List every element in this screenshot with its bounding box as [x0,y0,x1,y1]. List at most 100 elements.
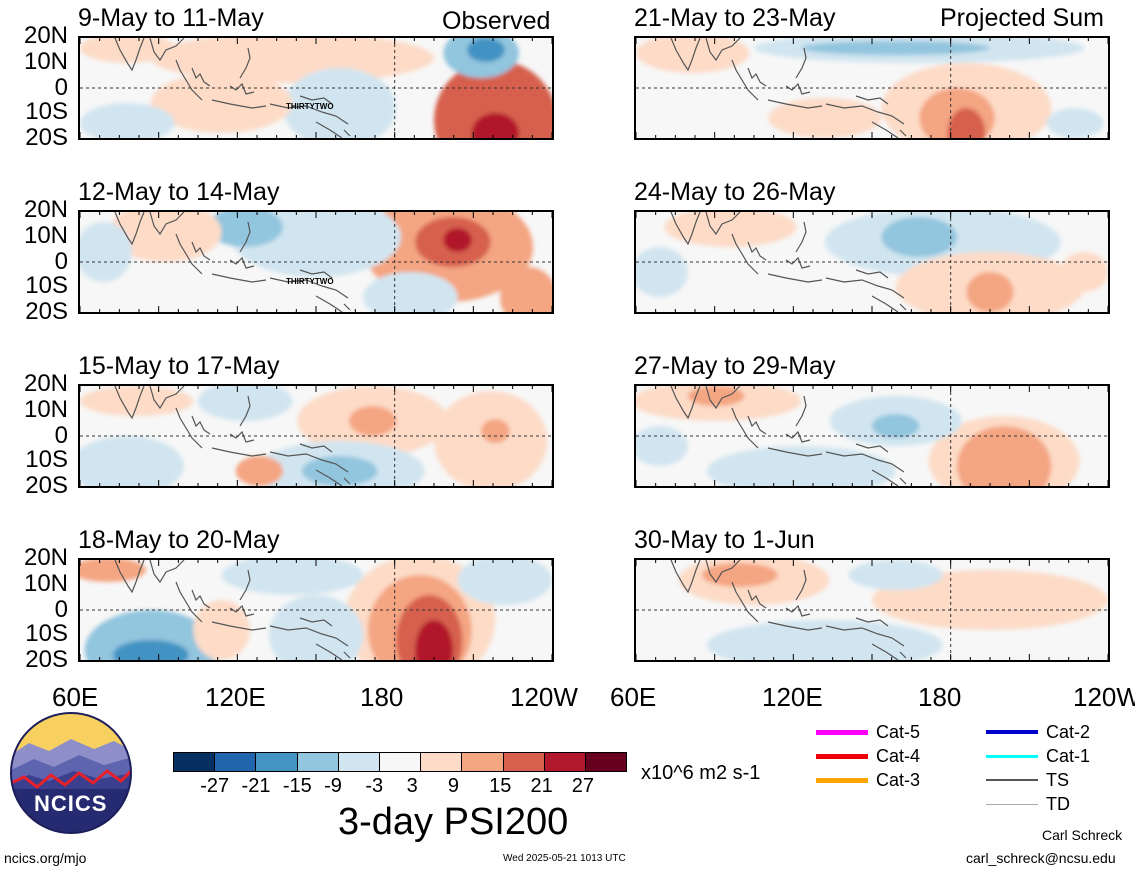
lon-label-120w-right: 120W [1073,682,1135,712]
observed-tag: Observed [442,7,551,35]
coastline-proj-2-4 [747,241,767,261]
coastline-proj-1-9 [855,95,889,105]
lat-label-left-3-20n: 20N [23,370,68,397]
coastline-obs-2-5 [211,273,267,283]
legend-line-cat-1 [986,754,1038,758]
psi-anomaly-proj-3-8 [636,426,688,466]
coastline-obs-2-3 [175,233,203,275]
colorbar-swatch-11 [585,753,627,771]
coastline-obs-3-5 [211,447,267,457]
psi-field-proj-4 [636,560,1108,660]
psi-anomaly-proj-1-8 [1046,108,1104,138]
lat-label-left-2-20s: 20S [25,298,68,325]
lon-label-120e-left: 120E [205,682,266,712]
units-label: x10^6 m2 s-1 [641,762,761,784]
coastline-obs-4-4 [191,589,211,609]
footer-author: Carl Schreck [1042,827,1123,843]
footer-timestamp: Wed 2025-05-21 1013 UTC [503,853,626,864]
legend-label-ts: TS [1046,770,1070,790]
coastline-proj-4-6 [795,569,807,601]
coastline-proj-1-6 [795,47,807,79]
logo-text: NCICS [34,791,108,816]
psi-anomaly-obs-3-10 [198,386,293,421]
coastline-proj-1-7 [785,82,811,95]
colorbar-tick-7: 9 [447,775,460,797]
coastline-proj-3-11 [899,477,907,485]
psi-anomaly-obs-2-8 [363,272,458,312]
footer-email[interactable]: carl_schreck@ncsu.edu [966,850,1116,866]
coastline-proj-3-7 [785,430,811,443]
psi-field-proj-2 [636,212,1108,312]
coastline-proj-3-10 [871,469,899,486]
psi-anomaly-obs-4-10 [221,560,364,595]
psi-anomaly-obs-2-3 [443,228,472,252]
coastline-proj-2-7 [785,256,811,269]
psi-anomaly-obs-3-7 [235,456,283,486]
colorbar-swatch-3 [256,753,298,771]
coastline-obs-2-1 [114,212,145,246]
panel-title-proj-1: 21-May to 23-May [634,4,836,32]
coastline-proj-3-1 [670,386,701,420]
coastline-obs-4-2 [149,560,185,584]
coastline-obs-1-8 [269,103,349,125]
footer-url[interactable]: ncics.org/mjo [4,850,87,866]
coastline-proj-1-3 [731,59,759,101]
map-panel-proj-2 [634,210,1110,314]
colorbar-tick-8: 15 [489,775,512,797]
psi-anomaly-proj-2-5 [664,212,797,247]
legend-line-cat-2 [986,730,1038,734]
lat-label-left-3-10s: 10S [25,446,68,473]
coastline-proj-4-9 [855,617,889,627]
psi-anomaly-obs-2-4 [500,267,552,312]
coastline-proj-2-10 [871,295,899,312]
map-panel-proj-1 [634,36,1110,140]
map-panel-obs-4 [78,558,554,662]
lat-label-left-4-20s: 20S [25,646,68,673]
coastline-obs-3-8 [269,451,349,473]
legend-label-cat-1: Cat-1 [1046,746,1091,766]
coastline-obs-1-3 [175,59,203,101]
psi-field-obs-2 [80,212,552,312]
legend-label-cat-3: Cat-3 [876,770,921,790]
coastline-proj-1-8 [825,103,905,125]
coastline-proj-2-5 [767,273,823,283]
colorbar-tick-9: 21 [530,775,553,797]
lat-label-left-4-20n: 20N [23,544,68,571]
colorbar-tick-4: -9 [324,775,342,797]
coastline-proj-4-7 [785,604,811,617]
colorbar-tick-5: -3 [365,775,384,797]
colorbar-swatch-4 [297,753,339,771]
psi-anomaly-proj-4-2 [702,563,778,587]
lat-label-left-3-10n: 10N [23,396,68,423]
psi-anomaly-obs-2-7 [108,212,222,262]
coastline-obs-1-10 [315,121,343,138]
coastline-proj-3-3 [731,407,759,449]
coastline-obs-1-6 [239,47,251,79]
colorbar-swatch-10 [544,753,586,771]
coastline-obs-4-10 [315,643,343,660]
legend-label-cat-2: Cat-2 [1046,722,1091,742]
coastline-proj-4-11 [899,651,907,659]
psi-anomaly-obs-1-9 [80,103,175,138]
psi-anomaly-obs-4-11 [457,560,552,605]
legend-line-td [986,803,1038,805]
lat-label-left-2-10s: 10S [25,272,68,299]
coastline-proj-3-2 [705,386,741,410]
projected-tag: Projected Sum [940,4,1104,32]
coastline-proj-2-1 [670,212,701,246]
psi-anomaly-obs-1-4 [467,38,505,62]
psi-anomaly-obs-4-8 [193,600,250,660]
panel-title-proj-4: 30-May to 1-Jun [634,526,815,554]
legend-line-cat-4 [816,753,868,759]
coastline-obs-1-4 [191,67,211,87]
psi-field-obs-1 [80,38,552,138]
legend-line-ts [986,779,1038,781]
colorbar-swatch-8 [462,753,504,771]
psi-anomaly-obs-2-6 [207,212,283,247]
map-panel-obs-1 [78,36,554,140]
psi-anomaly-proj-2-2 [881,217,957,257]
lat-label-left-4-0: 0 [54,596,68,623]
coastline-obs-1-1 [114,38,145,72]
psi-anomaly-obs-4-6 [113,640,189,660]
coastline-proj-4-4 [747,589,767,609]
